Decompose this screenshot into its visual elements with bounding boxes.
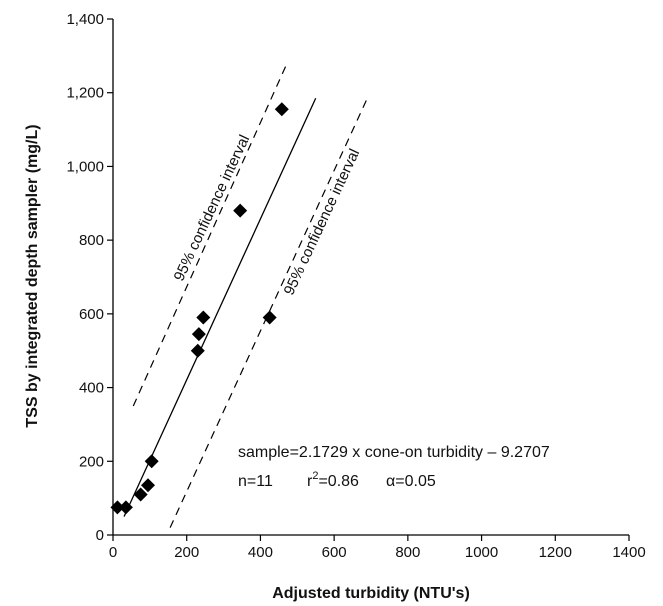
r2-annotation: r2=0.86	[307, 470, 359, 490]
y-tick-label: 800	[79, 232, 104, 249]
n-annotation: n=11	[238, 473, 273, 490]
y-tick-label: 200	[79, 453, 104, 470]
data-point	[233, 203, 248, 218]
y-tick-label: 600	[79, 306, 104, 323]
data-point	[196, 310, 211, 325]
ci-lower-label: 95% confidence interval	[281, 146, 364, 298]
y-tick-label: 0	[96, 527, 104, 544]
data-point	[118, 500, 133, 515]
ticks: 0 200 400 600 800 1000 1200 1400 0 200 400 600 800 1,…	[66, 11, 645, 561]
fit-lines	[123, 64, 368, 528]
x-tick-label: 1200	[539, 544, 572, 561]
ci-lower-line	[169, 97, 368, 528]
data-point	[110, 500, 125, 515]
axes	[112, 19, 629, 536]
x-tick-label: 1400	[612, 544, 645, 561]
data-point	[262, 310, 277, 325]
data-point	[191, 327, 206, 342]
x-axis-label: Adjusted turbidity (NTU's)	[272, 585, 470, 602]
x-tick-label: 800	[395, 544, 420, 561]
data-point	[190, 343, 205, 358]
x-tick-label: 200	[174, 544, 199, 561]
x-tick-label: 1000	[465, 544, 498, 561]
y-tick-label: 1,400	[66, 11, 104, 28]
y-axis-label: TSS by integrated depth sampler (mg/L)	[24, 124, 41, 427]
regression-line	[123, 97, 317, 517]
x-tick-label: 400	[248, 544, 273, 561]
equation-annotation: sample=2.1729 x cone-on turbidity – 9.27…	[238, 444, 550, 461]
ci-upper-line	[132, 64, 287, 407]
data-point	[133, 487, 148, 502]
y-tick-label: 1,200	[66, 85, 104, 102]
data-point	[144, 454, 159, 469]
r2-prefix: r	[307, 473, 313, 490]
r2-superscript: 2	[312, 470, 318, 482]
data-points	[110, 102, 289, 515]
x-tick-label: 0	[109, 544, 117, 561]
r2-value: =0.86	[318, 473, 359, 490]
data-point	[141, 478, 156, 493]
y-tick-label: 1,000	[66, 158, 104, 175]
data-point	[274, 102, 289, 117]
x-tick-label: 600	[322, 544, 347, 561]
alpha-annotation: α=0.05	[386, 473, 436, 490]
y-tick-label: 400	[79, 380, 104, 397]
